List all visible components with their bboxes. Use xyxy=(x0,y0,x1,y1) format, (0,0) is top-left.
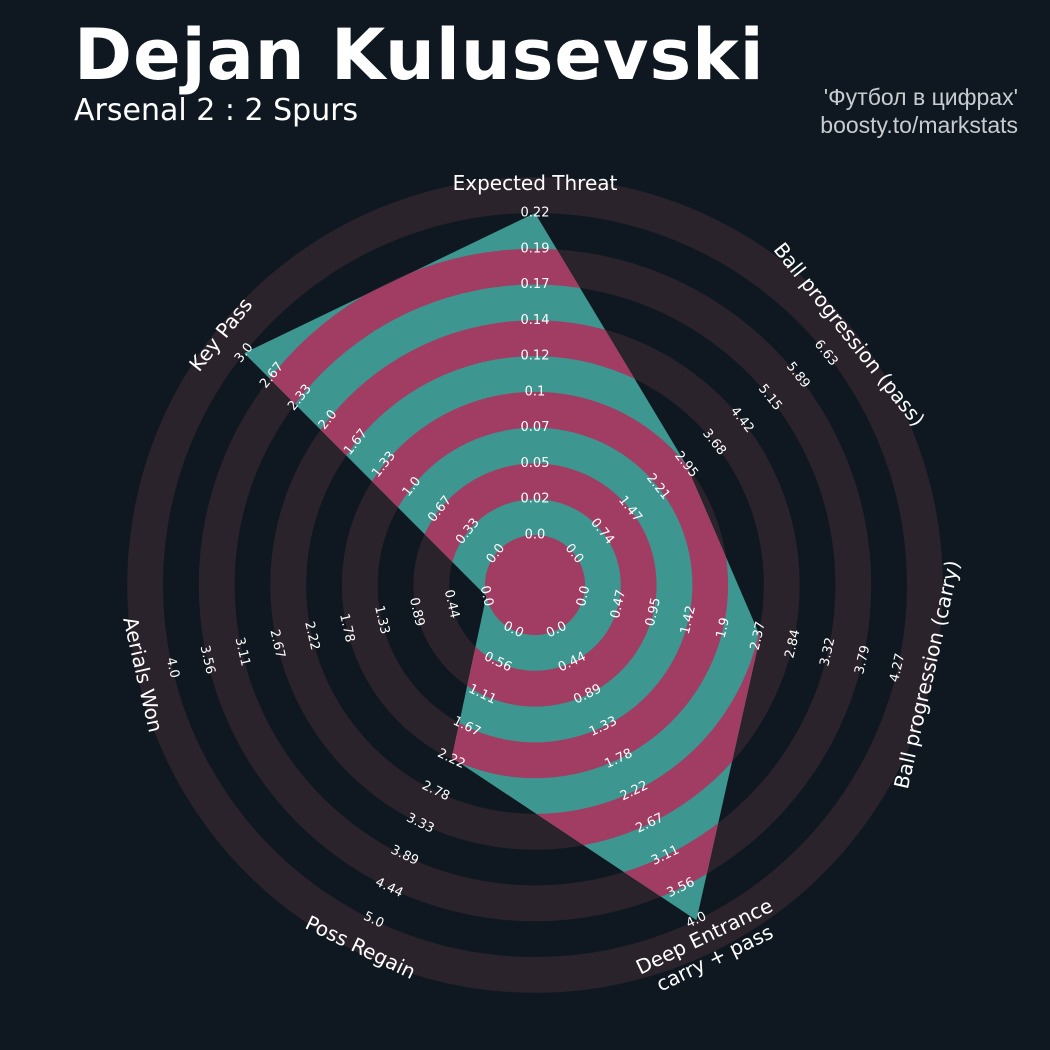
axis-label: Expected Threat xyxy=(453,171,618,195)
tick-label: 2.84 xyxy=(782,628,803,660)
tick-label: 0.47 xyxy=(608,588,629,620)
credit-source: 'Футбол в цифрах' xyxy=(823,84,1018,110)
tick-label: 3.79 xyxy=(852,644,873,676)
axis-label: Deep Entrancecarry + pass xyxy=(632,893,787,1001)
tick-label: 2.37 xyxy=(748,620,769,652)
tick-label: 0.0 xyxy=(525,528,546,543)
tick-label: 0.0 xyxy=(477,584,496,608)
tick-label: 3.56 xyxy=(197,644,218,676)
tick-label: 0.12 xyxy=(521,349,550,364)
tick-label: 1.78 xyxy=(336,612,357,644)
tick-label: 1.9 xyxy=(714,616,733,640)
tick-label: 0.02 xyxy=(521,492,550,507)
tick-label: 3.32 xyxy=(817,636,838,668)
tick-label: 4.27 xyxy=(887,652,908,684)
tick-label: 0.19 xyxy=(521,241,550,256)
tick-label: 0.1 xyxy=(525,384,546,399)
center-disc xyxy=(485,535,585,635)
tick-label: 0.89 xyxy=(406,596,427,628)
tick-label: 2.67 xyxy=(266,628,287,660)
tick-label: 1.33 xyxy=(371,604,392,636)
player-title: Dejan Kulusevski xyxy=(74,14,765,96)
tick-label: 0.17 xyxy=(521,277,550,292)
match-subtitle: Arsenal 2 : 2 Spurs xyxy=(74,93,359,128)
tick-label: 0.0 xyxy=(574,584,593,608)
tick-label: 1.42 xyxy=(678,604,699,636)
tick-label: 0.05 xyxy=(521,456,550,471)
tick-label: 3.11 xyxy=(232,636,253,668)
tick-label: 0.07 xyxy=(521,420,550,435)
tick-label: 4.0 xyxy=(163,656,182,680)
tick-label: 0.22 xyxy=(521,206,550,221)
credit-url: boosty.to/markstats xyxy=(820,112,1018,138)
tick-label: 0.95 xyxy=(643,596,664,628)
tick-label: 0.44 xyxy=(441,588,462,620)
tick-label: 0.14 xyxy=(521,313,550,328)
tick-label: 2.22 xyxy=(301,620,322,652)
